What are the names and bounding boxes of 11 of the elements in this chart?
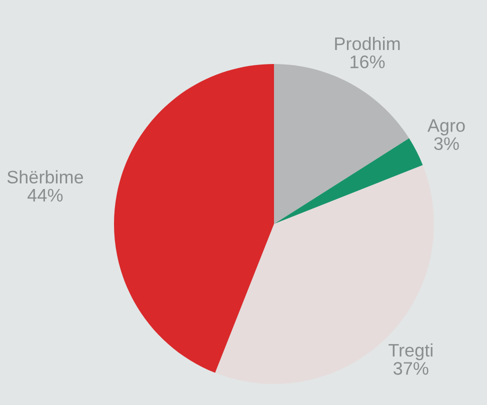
slice-label: Shërbime (7, 170, 84, 184)
slice-label: Agro (427, 119, 465, 136)
pie-slice (114, 64, 274, 373)
data-label: 3% (434, 137, 459, 150)
pie-slice (215, 165, 434, 384)
data-label: 37% (394, 362, 428, 375)
slice-label: Prodhim (335, 36, 400, 50)
data-label: 44% (28, 188, 63, 202)
pie-slice (274, 138, 423, 224)
data-label: 16% (350, 55, 385, 68)
slice-label: Tregti (388, 343, 432, 360)
